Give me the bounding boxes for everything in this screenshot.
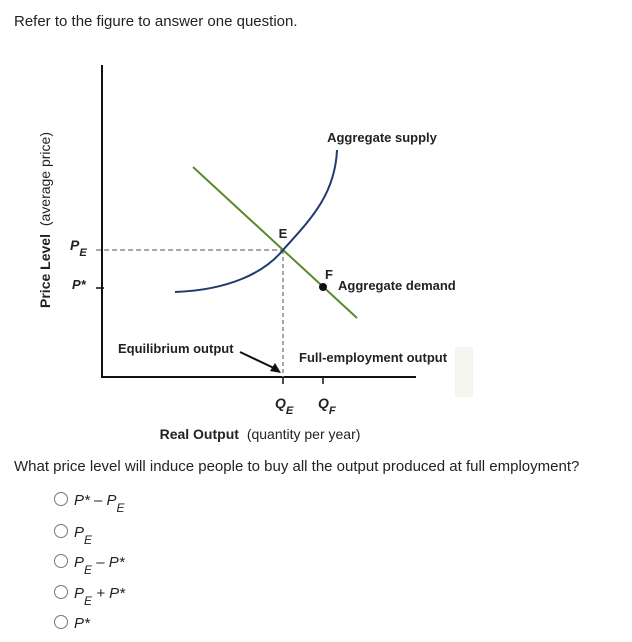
- price-label: PE: [70, 237, 87, 259]
- arrow-head: [270, 363, 281, 373]
- x-axis-label: Real Output (quantity per year): [160, 426, 361, 442]
- point-label: F: [325, 267, 333, 282]
- point-f: [319, 283, 327, 291]
- text-segment: P*: [72, 277, 87, 292]
- y-label-bold: Price Level: [37, 234, 53, 308]
- option-label[interactable]: P*: [74, 615, 91, 632]
- text-segment: P: [74, 554, 84, 571]
- question: What price level will induce people to b…: [14, 458, 579, 475]
- text-segment: P: [70, 237, 80, 253]
- annotation: Full-employment output: [299, 350, 448, 365]
- radio-button[interactable]: [54, 585, 68, 599]
- quantity-label: QE: [275, 395, 294, 417]
- demand-label: Aggregate demand: [338, 278, 456, 293]
- text-segment: – P*: [92, 554, 126, 571]
- option-label[interactable]: PE: [74, 524, 93, 547]
- y-label-rest: (average price): [37, 132, 53, 226]
- subscript: E: [79, 247, 87, 259]
- subscript: E: [117, 501, 126, 515]
- x-label-rest: (quantity per year): [247, 426, 361, 442]
- supply-curve: [174, 149, 338, 293]
- price-label: P*: [72, 277, 87, 292]
- option-label[interactable]: P* – PE: [74, 492, 126, 515]
- radio-button[interactable]: [54, 524, 68, 538]
- subscript: E: [84, 533, 93, 547]
- text-segment: P*: [74, 615, 91, 632]
- subscript: E: [286, 405, 294, 417]
- text-segment: Q: [275, 395, 286, 411]
- supply-label: Aggregate supply: [327, 130, 438, 145]
- radio-button[interactable]: [54, 615, 68, 629]
- arrow: [239, 351, 277, 370]
- option-label[interactable]: PE – P*: [74, 554, 126, 577]
- prompt: Refer to the figure to answer one questi…: [14, 13, 298, 30]
- subscript: E: [84, 563, 93, 577]
- demand-curve: [192, 166, 358, 319]
- radio-button[interactable]: [54, 554, 68, 568]
- radio-button[interactable]: [54, 492, 68, 506]
- text-segment: Q: [318, 395, 329, 411]
- subscript: F: [329, 405, 337, 417]
- annotation: Equilibrium output: [118, 341, 234, 356]
- subscript: E: [84, 594, 93, 608]
- point-label: E: [279, 226, 288, 241]
- figure: Price Level (average price) PE P* Aggreg…: [37, 65, 473, 442]
- highlight: [455, 347, 473, 397]
- text-segment: P: [74, 524, 84, 541]
- x-label-bold: Real Output: [160, 426, 240, 442]
- text-segment: P: [74, 585, 84, 602]
- text-segment: P* – P: [74, 492, 117, 509]
- option-label[interactable]: PE + P*: [74, 585, 126, 608]
- text-segment: + P*: [92, 585, 126, 602]
- y-axis-label: Price Level (average price): [37, 132, 53, 308]
- quantity-label: QF: [318, 395, 337, 417]
